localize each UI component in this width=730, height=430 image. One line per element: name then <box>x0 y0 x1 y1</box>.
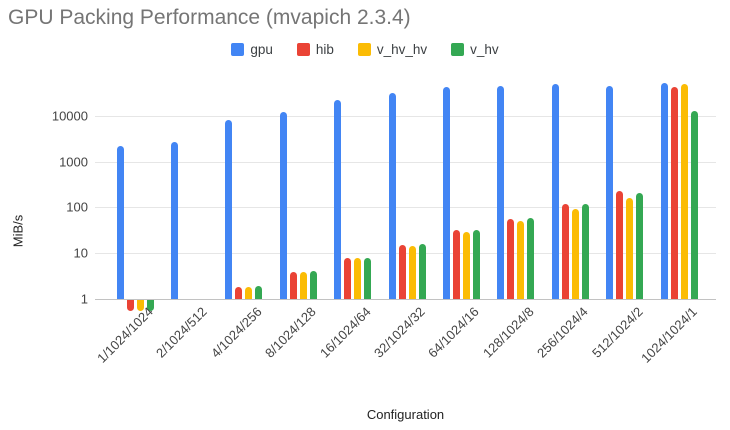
legend-label-v_hv: v_hv <box>470 42 499 57</box>
bar-hib-8/1024/128[interactable] <box>289 271 297 300</box>
legend-swatch-hib <box>296 43 310 56</box>
gridline-10 <box>95 252 716 254</box>
bar-hib-32/1024/32[interactable] <box>398 244 406 300</box>
bar-v_hv-8/1024/128[interactable] <box>309 271 317 300</box>
bar-gpu-256/1024/4[interactable] <box>551 84 559 300</box>
bar-v_hv_hv-16/1024/64[interactable] <box>354 258 362 300</box>
bar-hib-256/1024/4[interactable] <box>561 204 569 300</box>
bar-v_hv_hv-256/1024/4[interactable] <box>571 208 579 300</box>
x-tick-label-1024/1024/1: 1024/1024/1 <box>637 304 700 366</box>
gridline-10000 <box>95 116 716 118</box>
x-tick-label-4/1024/256: 4/1024/256 <box>207 304 265 361</box>
legend-item-v_hv_hv: v_hv_hv <box>357 42 428 57</box>
legend-item-hib: hib <box>296 42 334 57</box>
bar-hib-1/1024/1024[interactable] <box>126 299 134 312</box>
x-tick-label-1/1024/1024: 1/1024/1024 <box>93 304 156 366</box>
legend: gpu hib v_hv_hv v_hv <box>0 42 730 57</box>
bar-v_hv-128/1024/8[interactable] <box>527 218 535 300</box>
x-tick-label-256/1024/4: 256/1024/4 <box>534 304 591 361</box>
bar-hib-512/1024/2[interactable] <box>616 191 624 300</box>
bar-v_hv_hv-1/1024/1024[interactable] <box>136 299 144 312</box>
legend-label-v_hv_hv: v_hv_hv <box>376 42 428 57</box>
x-tick-label-64/1024/16: 64/1024/16 <box>425 304 483 361</box>
bar-v_hv-1024/1024/1[interactable] <box>690 111 698 300</box>
legend-label-hib: hib <box>315 42 334 57</box>
bar-hib-1024/1024/1[interactable] <box>670 87 678 300</box>
bar-hib-4/1024/256[interactable] <box>235 286 243 300</box>
bar-gpu-2/1024/512[interactable] <box>170 142 178 300</box>
y-tick-label-1: 1 <box>80 291 88 306</box>
x-tick-label-2/1024/512: 2/1024/512 <box>153 304 211 361</box>
bar-gpu-1/1024/1024[interactable] <box>116 146 124 300</box>
bar-gpu-1024/1024/1[interactable] <box>660 83 668 300</box>
bar-v_hv_hv-4/1024/256[interactable] <box>245 286 253 300</box>
bar-hib-64/1024/16[interactable] <box>452 230 460 300</box>
x-tick-label-128/1024/8: 128/1024/8 <box>479 304 537 361</box>
gridline-100 <box>95 207 716 209</box>
bar-v_hv-256/1024/4[interactable] <box>581 204 589 300</box>
y-axis-title: MiB/s <box>10 214 26 248</box>
x-tick-label-512/1024/2: 512/1024/2 <box>588 304 646 361</box>
legend-item-gpu: gpu <box>231 42 273 57</box>
bar-v_hv_hv-512/1024/2[interactable] <box>626 197 634 300</box>
bar-v_hv_hv-64/1024/16[interactable] <box>462 231 470 300</box>
legend-swatch-gpu <box>231 43 245 56</box>
bar-gpu-4/1024/256[interactable] <box>225 120 233 300</box>
legend-label-gpu: gpu <box>250 42 273 57</box>
bar-v_hv-512/1024/2[interactable] <box>636 192 644 300</box>
bar-v_hv_hv-128/1024/8[interactable] <box>517 221 525 300</box>
bar-gpu-64/1024/16[interactable] <box>442 86 450 300</box>
gridline-1 <box>95 298 716 300</box>
gridline-1000 <box>95 161 716 163</box>
legend-item-v_hv: v_hv <box>451 42 499 57</box>
y-tick-label-1000: 1000 <box>59 154 88 170</box>
bar-v_hv-4/1024/256[interactable] <box>255 285 263 300</box>
bar-v_hv-16/1024/64[interactable] <box>364 257 372 300</box>
bar-v_hv-32/1024/32[interactable] <box>418 243 426 300</box>
y-tick-label-100: 100 <box>66 199 88 215</box>
y-tick-label-10: 10 <box>73 245 88 261</box>
x-tick-label-8/1024/128: 8/1024/128 <box>262 304 319 361</box>
legend-swatch-v_hv_hv <box>357 43 371 56</box>
bar-v_hv-64/1024/16[interactable] <box>472 230 480 300</box>
bar-v_hv-1/1024/1024[interactable] <box>146 299 154 312</box>
bar-gpu-512/1024/2[interactable] <box>606 85 614 300</box>
chart-title: GPU Packing Performance (mvapich 2.3.4) <box>8 6 411 29</box>
bar-hib-16/1024/64[interactable] <box>344 258 352 300</box>
bar-v_hv_hv-8/1024/128[interactable] <box>299 272 307 300</box>
x-tick-label-32/1024/32: 32/1024/32 <box>370 304 428 361</box>
x-axis-title: Configuration <box>366 407 445 422</box>
bar-gpu-128/1024/8[interactable] <box>497 85 505 300</box>
x-tick-label-16/1024/64: 16/1024/64 <box>316 304 374 361</box>
y-tick-label-10000: 10000 <box>51 108 88 124</box>
bar-v_hv_hv-32/1024/32[interactable] <box>408 246 416 300</box>
bar-hib-128/1024/8[interactable] <box>507 218 515 300</box>
legend-swatch-v_hv <box>451 43 465 56</box>
bar-gpu-32/1024/32[interactable] <box>388 93 396 300</box>
plot-area <box>95 75 716 312</box>
bar-gpu-8/1024/128[interactable] <box>279 111 287 300</box>
bar-v_hv_hv-1024/1024/1[interactable] <box>680 83 688 300</box>
bar-gpu-16/1024/64[interactable] <box>334 100 342 300</box>
